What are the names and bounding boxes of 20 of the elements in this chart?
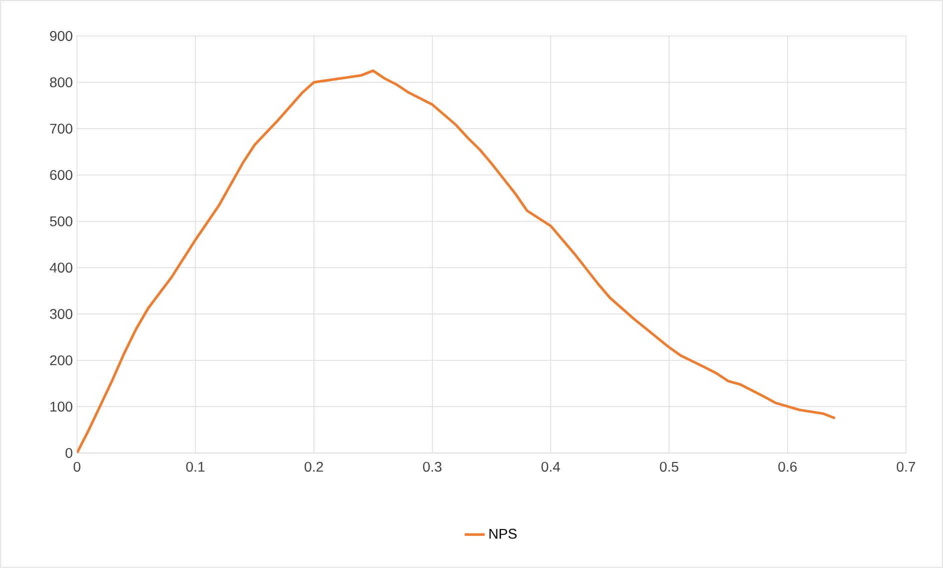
x-tick-label: 0.4 — [542, 462, 560, 472]
line-series — [77, 69, 836, 453]
x-tick-label: 0.7 — [896, 462, 916, 472]
x-tick-label: 0.1 — [186, 462, 205, 472]
y-tick-label: 800 — [50, 77, 72, 88]
x-tick-label: 0.2 — [304, 462, 323, 472]
x-tick-label: 0.3 — [423, 462, 442, 472]
y-tick-label: 200 — [50, 355, 72, 366]
y-tick-label: 600 — [50, 170, 72, 180]
y-tick-label: 500 — [50, 216, 72, 226]
y-tick-label: 400 — [50, 262, 72, 273]
x-tick-label: 0.5 — [660, 462, 678, 472]
legend-label: NPS — [490, 528, 517, 539]
x-tick-label: 0.6 — [778, 462, 797, 472]
y-tick-label: 300 — [50, 309, 72, 319]
x-tick-label: 0 — [74, 462, 80, 472]
y-tick-label: 700 — [50, 124, 72, 134]
y-tick-label: 0 — [66, 448, 72, 458]
y-tick-label: 100 — [50, 402, 72, 412]
y-tick-label: 900 — [50, 31, 72, 41]
